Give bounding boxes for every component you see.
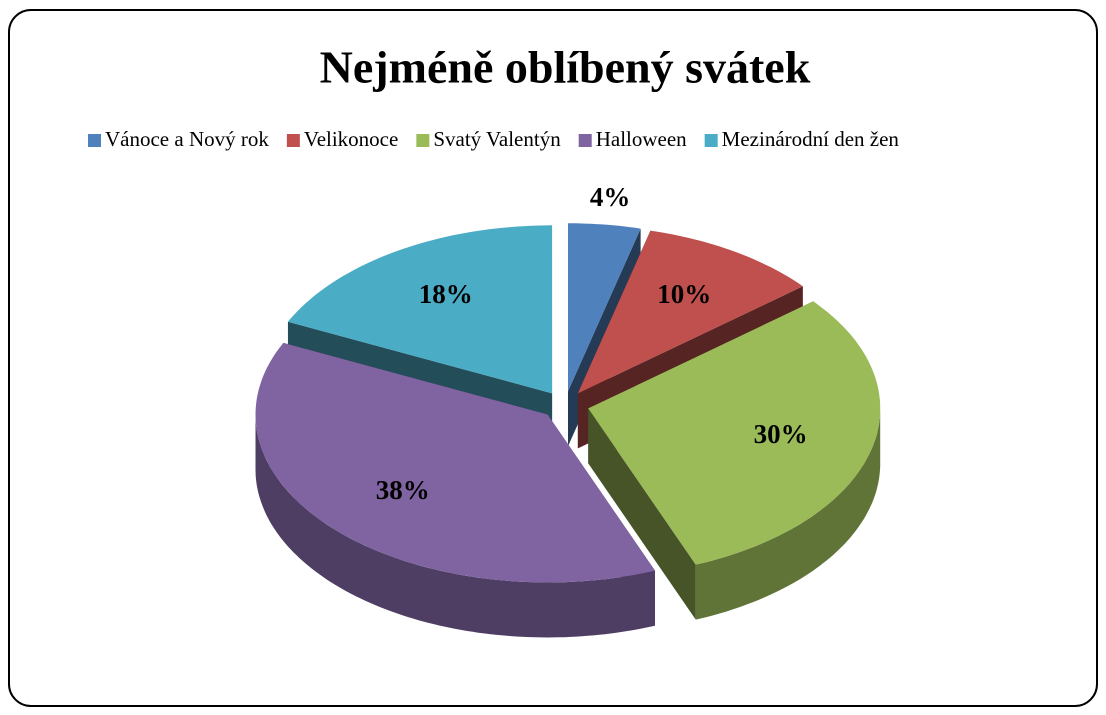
legend-swatch: [416, 134, 430, 147]
slice: [588, 301, 881, 565]
legend-label: Vánoce a Nový rok: [105, 127, 269, 151]
slice: [255, 342, 655, 583]
legend-swatch: [88, 134, 101, 147]
data-label: 18%: [419, 279, 473, 309]
legend-swatch: [286, 134, 300, 147]
legend-label: Halloween: [596, 127, 687, 151]
slice: [287, 225, 553, 394]
slice: [568, 223, 641, 392]
legend-label: Svatý Valentýn: [433, 127, 561, 151]
legend-label: Mezinárodní den žen: [722, 127, 900, 151]
data-label: 10%: [657, 279, 711, 309]
legend-label: Velikonoce: [304, 127, 398, 151]
slice-side: [588, 408, 696, 620]
legend-swatch: [578, 134, 592, 147]
legend-swatch: [704, 134, 718, 147]
data-labels: 4% 10% 30% 38% 18%: [376, 182, 808, 505]
data-label: 30%: [754, 419, 808, 449]
pie: [255, 223, 881, 638]
slice-wall: [695, 408, 881, 620]
slice-wall: [255, 414, 655, 638]
legend: Vánoce a Nový rok Velikonoce Svatý Valentý…: [88, 127, 899, 151]
data-label: 38%: [376, 475, 430, 505]
data-label: 4%: [590, 182, 631, 212]
slice: [577, 230, 803, 394]
chart-title: Nejméně oblíbený svátek: [320, 42, 811, 93]
